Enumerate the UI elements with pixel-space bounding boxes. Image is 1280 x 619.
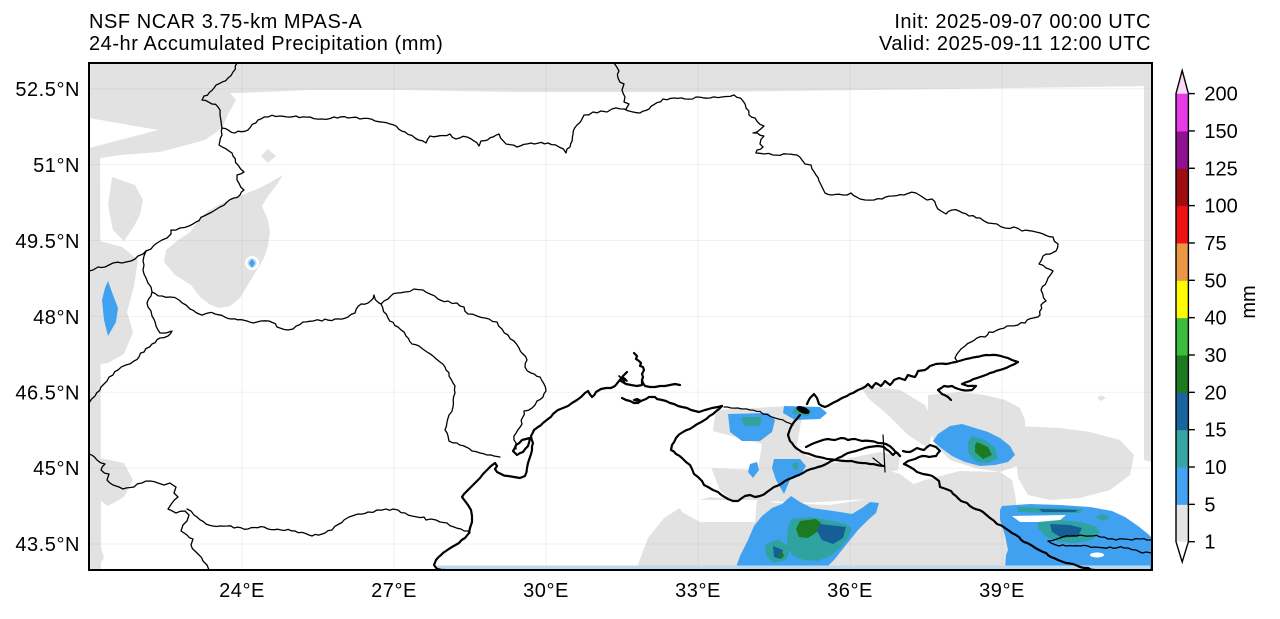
svg-text:46.5°N: 46.5°N xyxy=(15,382,80,404)
svg-text:39°E: 39°E xyxy=(979,580,1025,602)
svg-text:30°E: 30°E xyxy=(523,580,569,602)
svg-text:5: 5 xyxy=(1204,494,1215,516)
svg-text:45°N: 45°N xyxy=(33,458,80,480)
svg-text:10: 10 xyxy=(1204,457,1226,479)
svg-text:49.5°N: 49.5°N xyxy=(15,231,80,253)
svg-text:75: 75 xyxy=(1204,233,1226,255)
svg-text:100: 100 xyxy=(1204,196,1237,218)
svg-text:NSF NCAR 3.75-km MPAS-A: NSF NCAR 3.75-km MPAS-A xyxy=(89,11,363,33)
svg-text:200: 200 xyxy=(1204,84,1237,106)
svg-text:1: 1 xyxy=(1204,532,1215,554)
svg-text:36°E: 36°E xyxy=(827,580,873,602)
svg-text:52.5°N: 52.5°N xyxy=(15,79,80,101)
svg-text:125: 125 xyxy=(1204,158,1237,180)
svg-text:150: 150 xyxy=(1204,121,1237,143)
svg-text:30: 30 xyxy=(1204,345,1226,367)
svg-text:33°E: 33°E xyxy=(675,580,721,602)
svg-text:Valid: 2025-09-11 12:00 UTC: Valid: 2025-09-11 12:00 UTC xyxy=(879,33,1151,55)
svg-text:24-hr Accumulated Precipitatio: 24-hr Accumulated Precipitation (mm) xyxy=(89,33,443,55)
svg-text:43.5°N: 43.5°N xyxy=(15,534,80,556)
svg-text:15: 15 xyxy=(1204,420,1226,442)
svg-text:48°N: 48°N xyxy=(33,307,80,329)
svg-text:51°N: 51°N xyxy=(33,155,80,177)
svg-text:27°E: 27°E xyxy=(371,580,417,602)
svg-text:20: 20 xyxy=(1204,382,1226,404)
svg-text:24°E: 24°E xyxy=(219,580,265,602)
svg-text:mm: mm xyxy=(1238,285,1260,318)
svg-text:Init: 2025-09-07 00:00 UTC: Init: 2025-09-07 00:00 UTC xyxy=(894,11,1151,33)
svg-text:50: 50 xyxy=(1204,270,1226,292)
svg-text:40: 40 xyxy=(1204,308,1226,330)
